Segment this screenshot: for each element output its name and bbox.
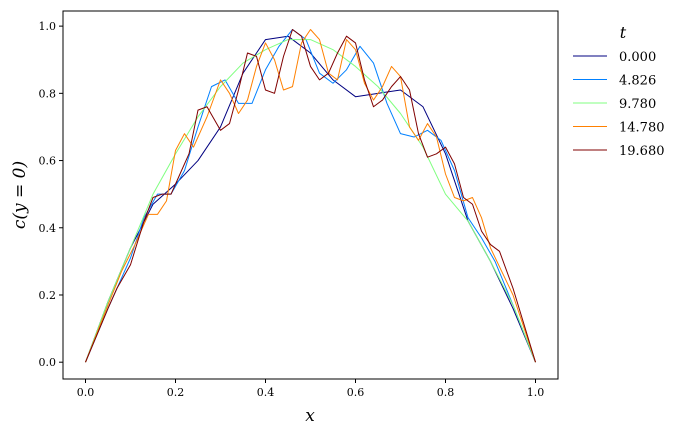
legend-label-1: 4.826 (619, 74, 656, 89)
x-tick-label: 0.4 (257, 386, 275, 399)
y-tick-label: 0.4 (39, 222, 57, 235)
legend: t 0.000 4.826 9.780 14.780 19.680 (573, 23, 665, 159)
legend-entries: 0.000 4.826 9.780 14.780 19.680 (573, 50, 665, 159)
series-layer (85, 28, 536, 363)
series-line-0 (85, 35, 536, 363)
legend-title: t (620, 23, 627, 42)
tick-layer: 0.0 0.2 0.4 0.6 0.8 1.0 0.0 0.2 0.4 0.6 0.8 1.0 (39, 20, 545, 399)
plot-area-frame (62, 10, 559, 380)
series-line-2 (85, 39, 536, 363)
y-tick-label: 0.2 (39, 289, 57, 302)
x-tick-label: 0.0 (77, 386, 95, 399)
legend-label-2: 9.780 (619, 97, 656, 112)
y-tick-label: 0.0 (39, 356, 57, 369)
legend-label-3: 14.780 (619, 121, 665, 136)
y-tick-label: 1.0 (39, 20, 57, 33)
y-tick-label: 0.8 (39, 87, 57, 100)
x-tick-label: 0.2 (167, 386, 185, 399)
legend-label-4: 19.680 (619, 144, 665, 159)
x-tick-label: 0.6 (347, 386, 365, 399)
x-axis-label: x (305, 406, 315, 426)
x-tick-label: 1.0 (527, 386, 545, 399)
y-tick-label: 0.6 (39, 155, 57, 168)
y-axis-label: c(y = 0) (10, 161, 30, 229)
x-tick-label: 0.8 (437, 386, 455, 399)
legend-label-0: 0.000 (619, 50, 656, 65)
series-line-1 (85, 28, 536, 363)
series-line-4 (85, 28, 536, 363)
series-line-3 (85, 28, 536, 363)
